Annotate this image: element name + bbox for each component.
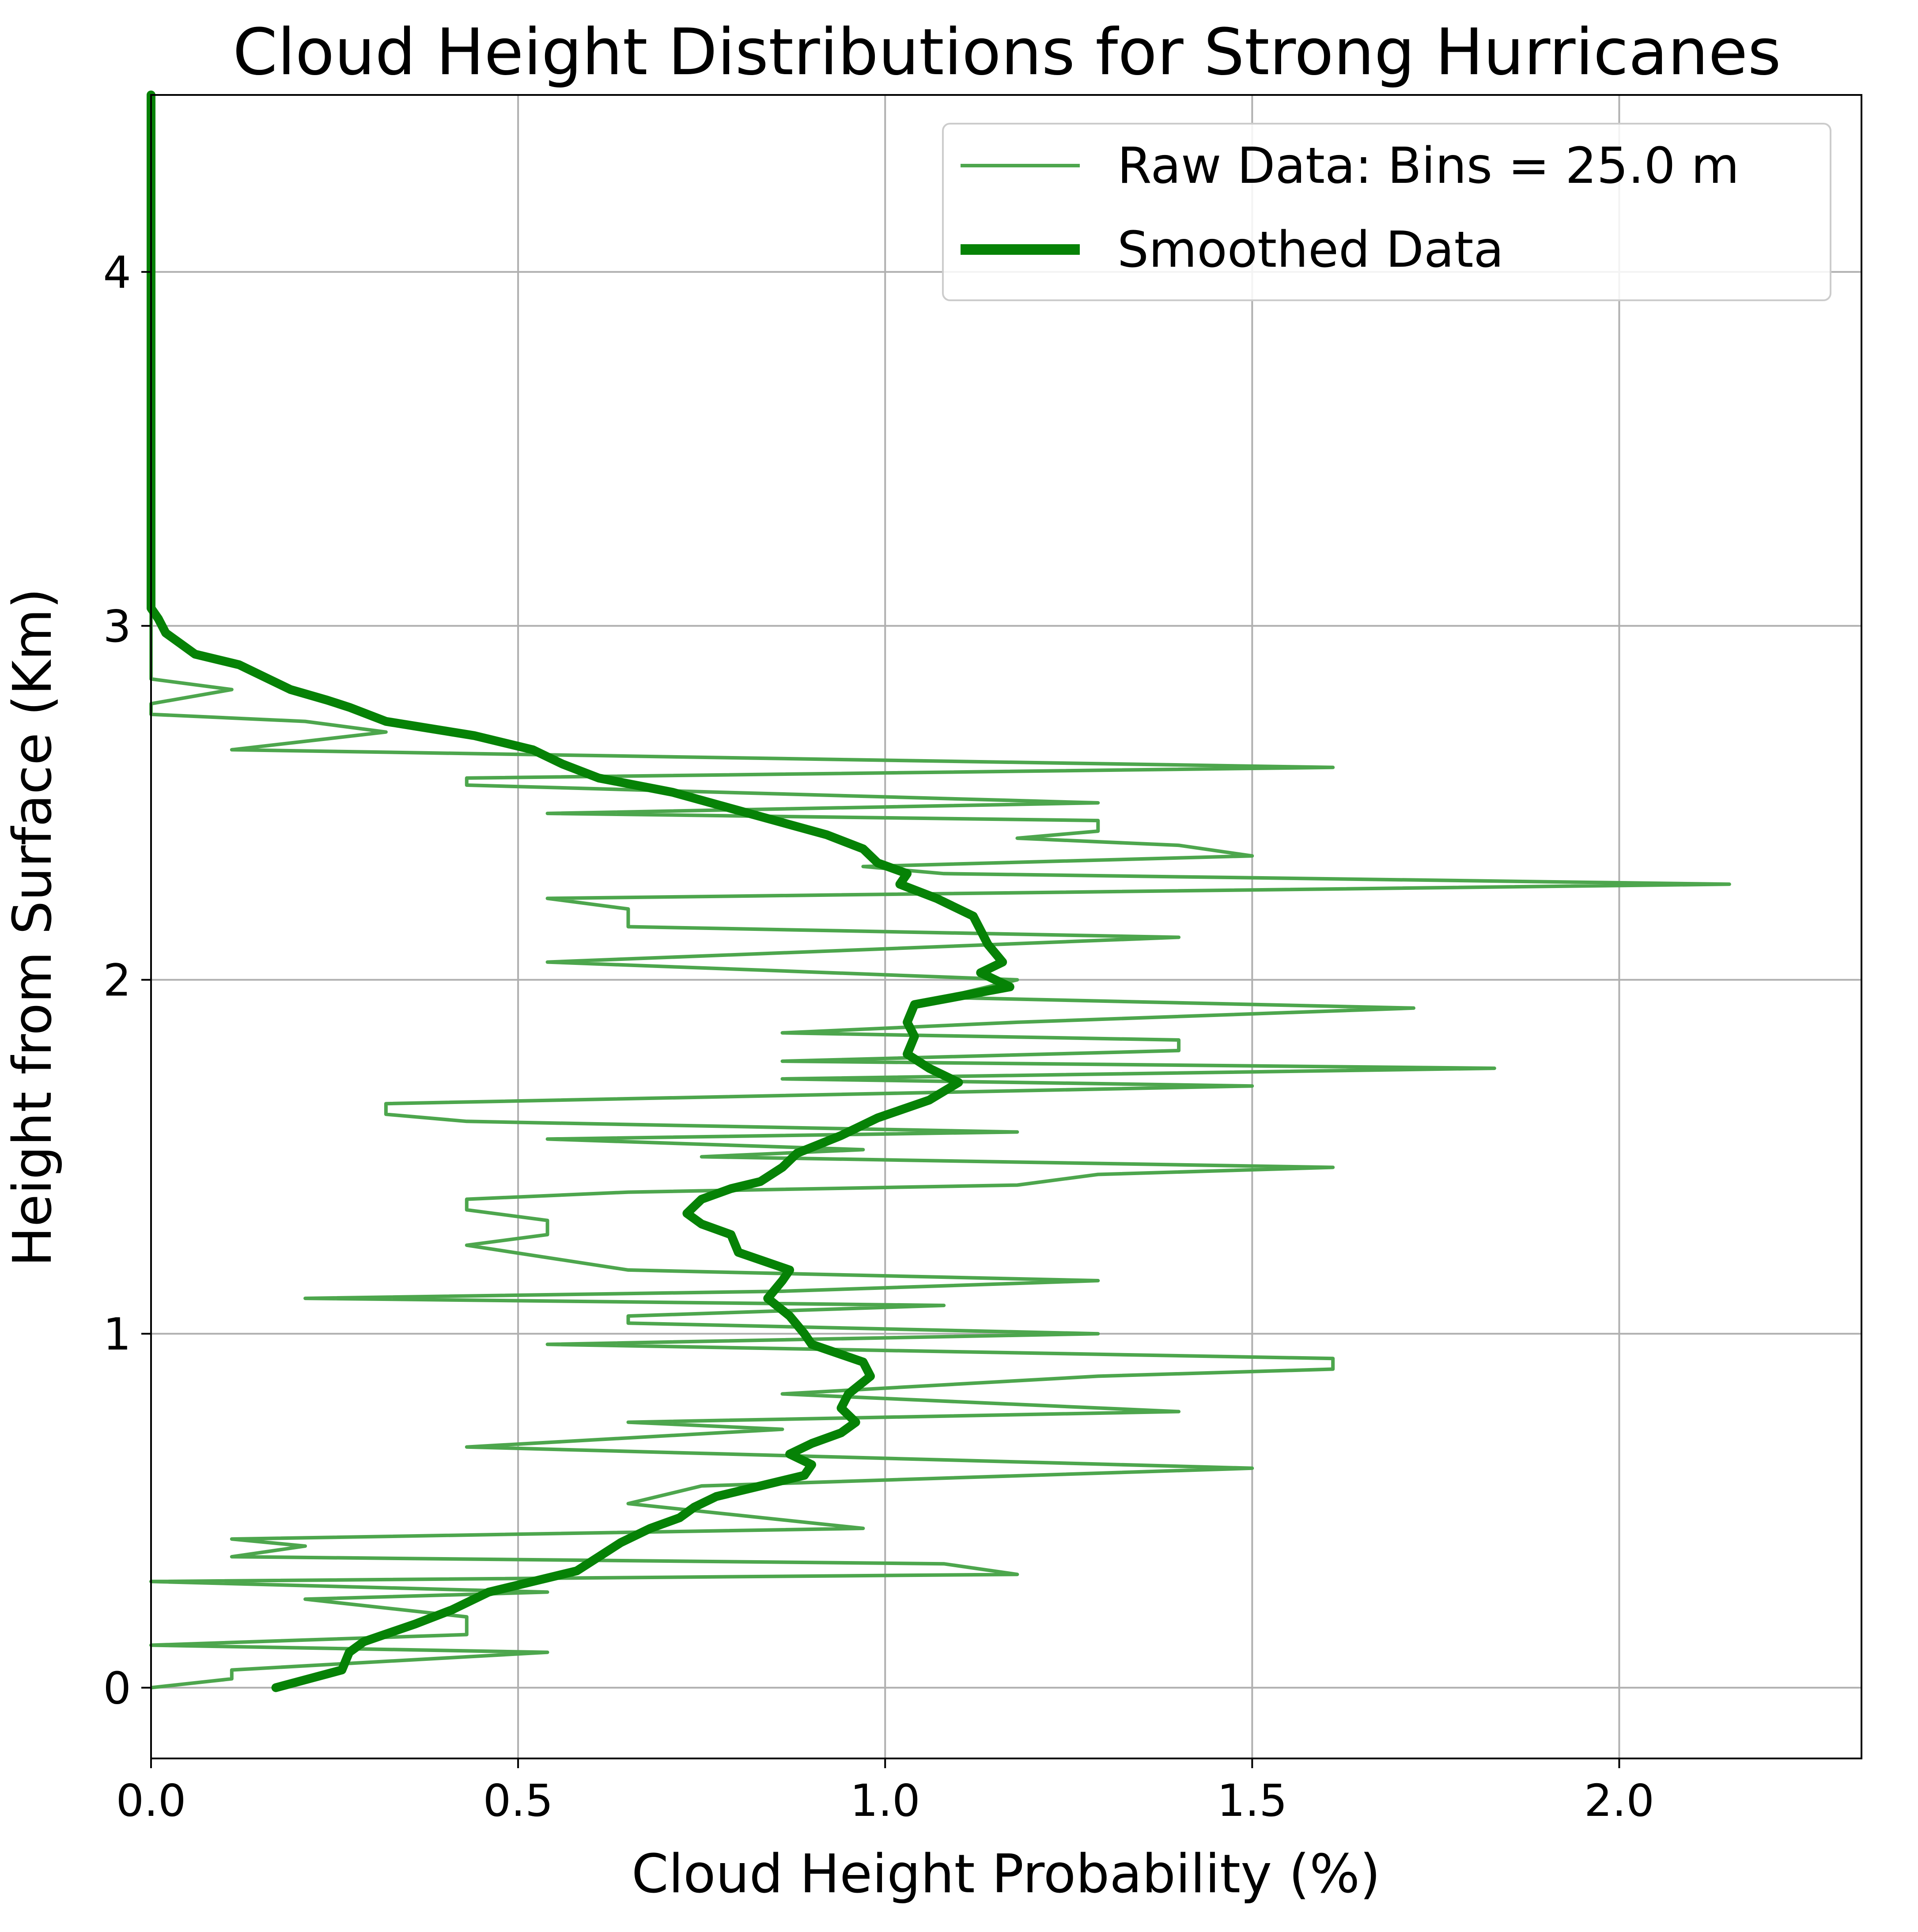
x-tick-label: 0.0 xyxy=(116,1775,186,1826)
x-tick-label: 1.5 xyxy=(1217,1775,1287,1826)
plot-frame xyxy=(150,94,1862,1759)
legend-label-smoothed: Smoothed Data xyxy=(1117,221,1504,279)
raw-data-line xyxy=(149,95,1731,1690)
x-tick-label: 0.5 xyxy=(483,1775,553,1826)
x-tick-label: 1.0 xyxy=(850,1775,920,1826)
y-axis: 0 1 2 3 4 xyxy=(103,247,151,1714)
chart-title: Cloud Height Distributions for Strong Hu… xyxy=(233,15,1781,90)
x-tick-label: 2.0 xyxy=(1584,1775,1654,1826)
series-layer xyxy=(147,91,1731,1692)
y-tick-label: 0 xyxy=(103,1663,131,1714)
x-axis: 0.0 0.5 1.0 1.5 2.0 xyxy=(116,1758,1654,1826)
smoothed-data-line xyxy=(147,91,1014,1692)
y-tick-label: 2 xyxy=(103,955,131,1006)
legend: Raw Data: Bins = 25.0 m Smoothed Data xyxy=(942,123,1831,301)
legend-box xyxy=(942,123,1831,301)
y-tick-label: 4 xyxy=(103,247,131,299)
y-tick-label: 3 xyxy=(103,601,131,652)
legend-label-raw: Raw Data: Bins = 25.0 m xyxy=(1117,137,1739,195)
y-axis-label: Height from Surface (Km) xyxy=(2,588,64,1267)
y-tick-label: 1 xyxy=(103,1308,131,1360)
x-axis-label: Cloud Height Probability (%) xyxy=(632,1844,1381,1905)
